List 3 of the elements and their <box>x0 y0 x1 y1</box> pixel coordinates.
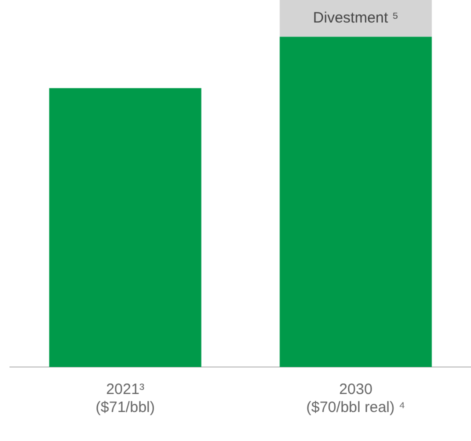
series-label: Divestment ⁵ <box>313 9 398 26</box>
x-tick-label: 2021³ ($71/bbl) <box>96 381 155 416</box>
x-tick-label: 2030 ($70/bbl real) ⁴ <box>306 381 406 416</box>
